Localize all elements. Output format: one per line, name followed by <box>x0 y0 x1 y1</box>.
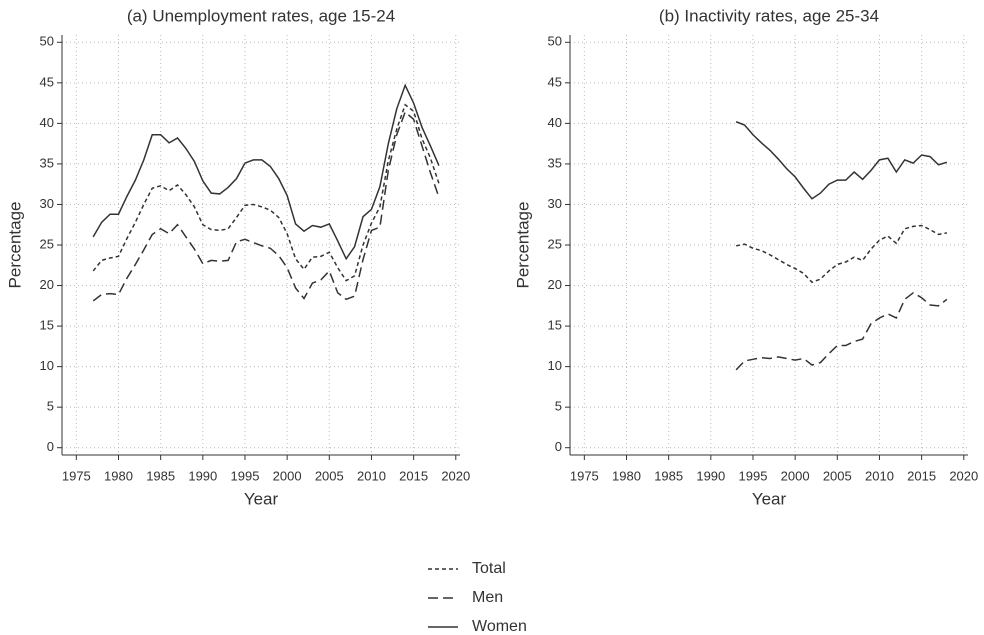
x-tick-label: 2015 <box>399 468 428 483</box>
chart-title: (b) Inactivity rates, age 25-34 <box>659 6 879 25</box>
y-tick-label: 35 <box>40 155 54 170</box>
x-tick-label: 2005 <box>823 468 852 483</box>
y-tick-label: 25 <box>548 236 562 251</box>
y-tick-label: 5 <box>47 399 54 414</box>
plot: (b) Inactivity rates, age 25-34051015202… <box>513 6 978 508</box>
x-tick-label: 1990 <box>188 468 217 483</box>
x-tick-label: 1980 <box>104 468 133 483</box>
y-tick-label: 45 <box>548 74 562 89</box>
x-axis-label: Year <box>244 489 279 508</box>
x-axis-label: Year <box>752 489 787 508</box>
x-tick-label: 1975 <box>62 468 91 483</box>
line-series <box>92 110 440 302</box>
plot: (a) Unemployment rates, age 15-24 0 5 10 15 2… <box>5 6 470 508</box>
y-tick-label: 15 <box>548 318 562 333</box>
x-tick-label: 2010 <box>865 468 894 483</box>
y-tick-label: 15 <box>40 318 54 333</box>
line-series <box>92 103 440 282</box>
y-tick-label: 5 <box>555 399 562 414</box>
x-tick-label: 2005 <box>315 468 344 483</box>
x-tick-label: 2015 <box>907 468 936 483</box>
x-tick-label: 1975 <box>570 468 599 483</box>
chart-title: (a) Unemployment rates, age 15-24 <box>127 6 395 25</box>
legend-label: Women <box>472 618 527 635</box>
x-tick-label: 1985 <box>654 468 683 483</box>
x-tick-label: 2000 <box>273 468 302 483</box>
line-series <box>92 83 440 261</box>
y-tick-label: 10 <box>40 358 54 373</box>
y-tick-label: 30 <box>548 196 562 211</box>
y-tick-label: 50 <box>40 34 54 49</box>
y-tick-label: 40 <box>40 115 54 130</box>
y-axis-label: Percentage <box>513 202 532 289</box>
y-tick-label: 30 <box>40 196 54 211</box>
y-tick-label: 50 <box>548 34 562 49</box>
x-tick-label: 2020 <box>441 468 470 483</box>
y-tick-label: 25 <box>40 236 54 251</box>
y-tick-label: 20 <box>548 277 562 292</box>
line-series <box>735 121 948 200</box>
x-tick-label: 2020 <box>949 468 978 483</box>
x-tick-label: 1995 <box>739 468 768 483</box>
y-tick-label: 35 <box>548 155 562 170</box>
x-tick-label: 1980 <box>612 468 641 483</box>
y-tick-label: 40 <box>548 115 562 130</box>
y-tick-label: 20 <box>40 277 54 292</box>
x-tick-label: 1995 <box>231 468 260 483</box>
y-tick-label: 0 <box>47 439 54 454</box>
x-tick-label: 1990 <box>696 468 725 483</box>
x-tick-label: 2010 <box>357 468 386 483</box>
y-tick-label: 45 <box>40 74 54 89</box>
y-axis-label: Percentage <box>5 202 24 289</box>
legend-label: Total <box>472 560 506 577</box>
x-tick-label: 1985 <box>146 468 175 483</box>
line-series <box>735 224 948 284</box>
legend-label: Men <box>472 589 503 606</box>
x-tick-label: 2000 <box>781 468 810 483</box>
y-tick-label: 0 <box>555 439 562 454</box>
line-series <box>735 291 948 371</box>
y-tick-label: 10 <box>548 358 562 373</box>
